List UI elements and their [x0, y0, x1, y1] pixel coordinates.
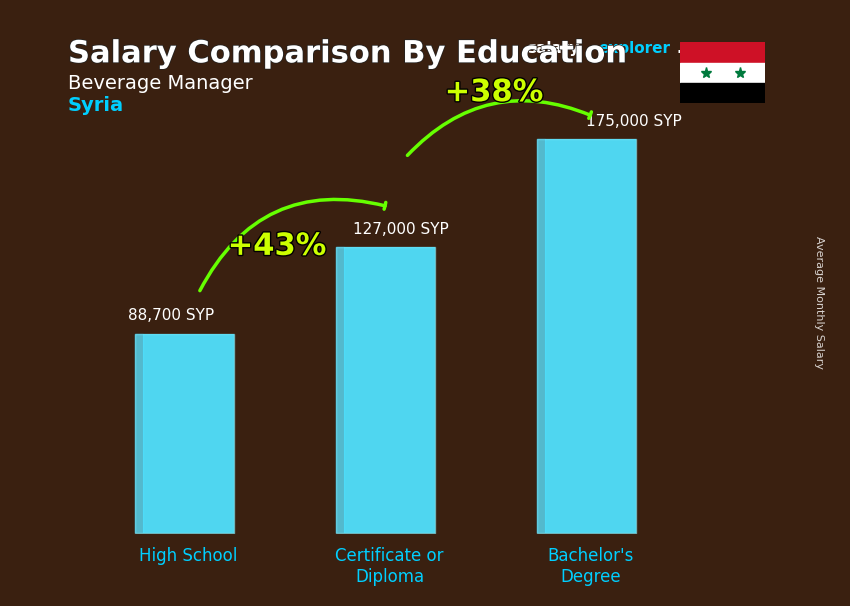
Bar [144, 334, 234, 533]
Text: Salary Comparison By Education: Salary Comparison By Education [68, 39, 625, 68]
Bar [680, 42, 765, 62]
Text: Beverage Manager: Beverage Manager [68, 74, 252, 93]
Text: .com: .com [677, 41, 717, 56]
Text: 175,000 SYP: 175,000 SYP [586, 114, 682, 129]
Text: +38%: +38% [445, 78, 543, 107]
Text: +43%: +43% [228, 232, 326, 261]
Text: Syria: Syria [68, 96, 124, 115]
Bar [344, 247, 434, 533]
Bar [337, 247, 344, 533]
Bar [135, 334, 144, 533]
Bar [680, 62, 765, 83]
Text: salary: salary [527, 41, 580, 56]
Bar [545, 139, 636, 533]
Text: Average Monthly Salary: Average Monthly Salary [814, 236, 824, 370]
Text: 127,000 SYP: 127,000 SYP [354, 222, 449, 237]
Text: 88,700 SYP: 88,700 SYP [128, 308, 214, 323]
Text: explorer: explorer [598, 41, 671, 56]
Bar [537, 139, 545, 533]
Bar [680, 83, 765, 103]
